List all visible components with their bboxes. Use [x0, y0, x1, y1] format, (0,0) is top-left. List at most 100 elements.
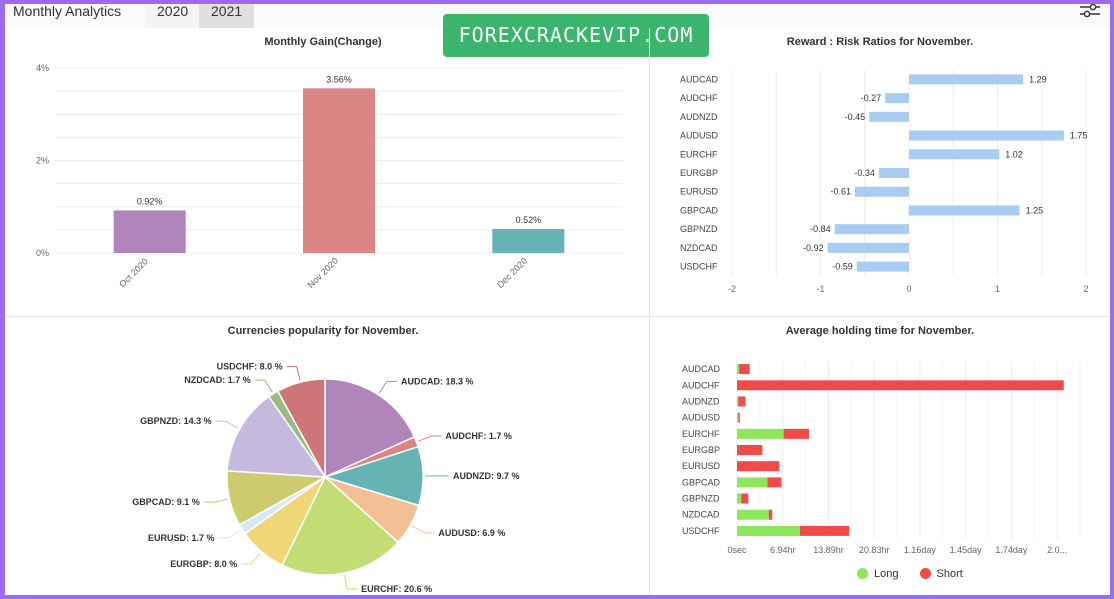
x-tick-label: 20.83hr [859, 545, 890, 555]
bar [113, 210, 186, 253]
bar-short [737, 380, 1064, 391]
pie-data-label: AUDNZD: 9.7 % [453, 471, 520, 481]
y-tick-label: AUDCAD [680, 74, 719, 84]
pie-connector [241, 552, 261, 565]
bar-short [738, 412, 740, 423]
x-tick-label: Dec 2020 [495, 256, 529, 290]
bar-short [767, 477, 782, 488]
pie-connector [286, 366, 301, 381]
pie-data-label: EURGBP: 8.0 % [170, 559, 237, 569]
bar-long [737, 396, 739, 407]
pie-slice [281, 475, 400, 576]
y-tick-label: AUDCHF [680, 93, 718, 103]
bar-short [737, 461, 780, 472]
page-title: Monthly Analytics [13, 4, 122, 19]
monthly-gain-title: Monthly Gain(Change) [264, 36, 382, 48]
y-tick-label: AUDNZD [682, 396, 720, 406]
legend-short-label: Short [936, 568, 963, 580]
pie-slice [226, 395, 327, 478]
legend-long[interactable]: Long [857, 568, 898, 580]
bar [878, 168, 909, 178]
sliders-icon[interactable] [1077, 4, 1103, 22]
y-tick-label: EURGBP [682, 445, 720, 455]
pie-data-label: AUDUSD: 6.9 % [438, 528, 505, 538]
data-label: 1.02 [1005, 149, 1023, 159]
x-tick-label: 13.89hr [813, 545, 844, 555]
legend-short[interactable]: Short [919, 568, 963, 580]
y-tick-label: 4% [36, 63, 49, 73]
pie-connector [254, 379, 273, 393]
pie-data-label: GBPCAD: 9.1 % [132, 497, 200, 507]
tab-2020[interactable]: 2020 [145, 4, 201, 28]
bar [303, 88, 375, 253]
y-tick-label: AUDCHF [682, 380, 720, 390]
data-label: -0.27 [861, 93, 882, 103]
pie-data-label: NZDCAD: 1.7 % [184, 375, 251, 385]
bar-long [737, 509, 769, 520]
bar [492, 228, 565, 253]
x-tick-label: 0sec [727, 545, 747, 555]
data-label: -0.34 [854, 168, 875, 178]
panel-divider [649, 28, 650, 595]
pie-connector [203, 498, 228, 503]
bar-short [741, 493, 749, 504]
panel-divider [5, 316, 1110, 317]
legend-long-dot [857, 568, 868, 579]
holding-time-title: Average holding time for November. [785, 325, 975, 337]
data-label: -0.45 [845, 112, 866, 122]
y-tick-label: 0% [36, 248, 49, 258]
bar [909, 130, 1064, 141]
pie-data-label: AUDCHF: 1.7 % [445, 431, 512, 441]
y-tick-label: 2% [36, 156, 49, 166]
bar-long [737, 412, 739, 423]
data-label: 0.52% [516, 215, 542, 225]
bar-short [737, 445, 763, 455]
y-tick-label: GBPNZD [682, 494, 720, 504]
data-label: -0.84 [810, 224, 831, 234]
legend-short-dot [919, 568, 931, 579]
y-tick-label: EURUSD [680, 187, 719, 197]
legend-long-label: Long [874, 568, 899, 580]
y-tick-label: AUDCAD [682, 364, 721, 374]
bar-long [737, 493, 742, 504]
y-tick-label: AUDUSD [680, 131, 719, 141]
bar-short [739, 364, 750, 375]
x-tick-label: 1.16day [904, 545, 937, 555]
bar-short [799, 525, 850, 536]
y-tick-label: GBPCAD [682, 477, 721, 487]
bar-long [737, 364, 740, 375]
y-tick-label: NZDCAD [680, 243, 718, 253]
y-tick-label: USDCHF [682, 526, 720, 536]
x-tick-label: Nov 2020 [306, 256, 340, 290]
x-tick-label: 2 [1083, 284, 1088, 294]
bar [869, 111, 909, 122]
bar-long [737, 477, 768, 488]
data-label: -0.61 [830, 187, 851, 197]
bar [834, 224, 909, 235]
x-tick-label: -2 [728, 284, 736, 294]
watermark-badge: FOREXCRACKEVIP.COM [443, 14, 709, 57]
popularity-title: Currencies popularity for November. [227, 325, 419, 337]
bar [909, 205, 1020, 216]
y-tick-label: EURUSD [682, 461, 721, 471]
data-label: 3.56% [326, 74, 352, 84]
analytics-frame: Monthly Analytics 2020 2021 FOREXCRACKEV… [5, 4, 1110, 595]
bar [856, 261, 909, 272]
bar [885, 93, 909, 104]
data-label: 1.25 [1026, 205, 1044, 215]
bar [827, 242, 909, 253]
x-tick-label: 0 [906, 284, 911, 294]
y-tick-label: GBPNZD [680, 224, 718, 234]
data-label: 0.92% [137, 196, 163, 206]
tab-2021[interactable]: 2021 [199, 4, 255, 28]
data-label: -0.59 [832, 262, 853, 272]
bar-long [737, 428, 784, 439]
data-label: 1.29 [1029, 74, 1047, 84]
bar [855, 186, 909, 197]
y-tick-label: EURCHF [682, 429, 720, 439]
x-tick-label: 1 [995, 284, 1000, 294]
y-tick-label: EURGBP [680, 168, 718, 178]
pie-data-label: AUDCAD: 18.3 % [401, 376, 474, 386]
data-label: 1.75 [1070, 131, 1088, 141]
y-tick-label: GBPCAD [680, 205, 719, 215]
